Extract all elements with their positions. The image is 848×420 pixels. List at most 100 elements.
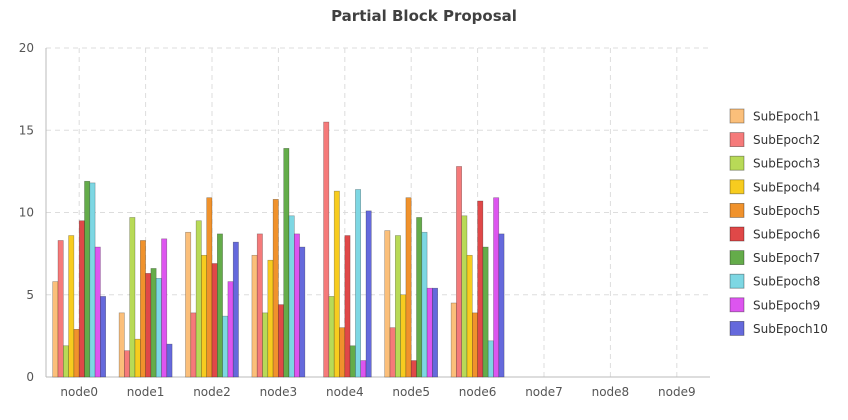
x-tick-label: node3 bbox=[260, 385, 298, 399]
legend-item: SubEpoch1 bbox=[729, 108, 820, 124]
bar bbox=[272, 199, 279, 378]
bar bbox=[384, 230, 391, 378]
y-tick-label: 5 bbox=[26, 288, 34, 302]
bar bbox=[344, 235, 351, 378]
bar bbox=[466, 254, 473, 378]
bar bbox=[333, 190, 340, 378]
bar bbox=[288, 215, 295, 378]
y-tick-label: 0 bbox=[26, 370, 34, 384]
bar bbox=[68, 235, 75, 378]
bar bbox=[405, 197, 412, 378]
bar bbox=[100, 296, 107, 378]
y-tick-label: 15 bbox=[19, 123, 34, 137]
bar bbox=[328, 296, 335, 378]
axis-layer: 0 5 10 15 20 node0 node1 node2 node3 node4 node5 no… bbox=[19, 41, 710, 399]
bar bbox=[262, 312, 269, 378]
bar bbox=[410, 360, 417, 378]
bar bbox=[426, 287, 433, 378]
bar bbox=[206, 197, 213, 378]
bar bbox=[222, 315, 229, 378]
chart-title: Partial Block Proposal bbox=[331, 7, 517, 25]
bar bbox=[84, 180, 91, 378]
bar bbox=[394, 235, 401, 378]
x-tick-label: node4 bbox=[326, 385, 364, 399]
bar bbox=[185, 231, 192, 378]
bar bbox=[155, 277, 162, 378]
legend-label: SubEpoch5 bbox=[753, 204, 820, 218]
bar bbox=[118, 312, 125, 378]
bar bbox=[421, 231, 428, 378]
legend-item: SubEpoch3 bbox=[729, 155, 820, 171]
bar bbox=[256, 233, 263, 378]
bar bbox=[124, 350, 131, 378]
bar bbox=[251, 254, 258, 378]
legend-swatch bbox=[729, 297, 745, 313]
bar bbox=[482, 246, 489, 378]
legend-item: SubEpoch6 bbox=[729, 226, 820, 242]
x-tick-label: node1 bbox=[127, 385, 165, 399]
legend-item: SubEpoch8 bbox=[729, 273, 820, 289]
bar bbox=[471, 312, 478, 378]
bar bbox=[498, 233, 505, 378]
legend-swatch bbox=[729, 179, 745, 195]
legend-swatch bbox=[729, 108, 745, 124]
bar bbox=[195, 220, 202, 378]
bar bbox=[190, 312, 197, 378]
bar bbox=[355, 189, 361, 378]
y-tick-label: 20 bbox=[19, 41, 34, 55]
legend-label: SubEpoch8 bbox=[753, 275, 820, 289]
x-tick-label: node9 bbox=[658, 385, 696, 399]
legend-item: SubEpoch9 bbox=[729, 297, 820, 313]
bar bbox=[211, 263, 218, 378]
bar bbox=[416, 217, 423, 378]
bar bbox=[227, 281, 234, 378]
legend-label: SubEpoch4 bbox=[753, 180, 820, 194]
bar bbox=[450, 302, 457, 378]
legend-label: SubEpoch3 bbox=[753, 157, 820, 171]
legend-label: SubEpoch2 bbox=[753, 133, 820, 147]
bar bbox=[278, 304, 284, 378]
legend-item: SubEpoch4 bbox=[729, 179, 820, 195]
x-tick-label: node7 bbox=[525, 385, 563, 399]
y-tick-label: 10 bbox=[19, 206, 34, 220]
bar bbox=[232, 241, 239, 378]
bar bbox=[400, 294, 407, 378]
bar bbox=[161, 238, 168, 378]
legend-label: SubEpoch10 bbox=[753, 322, 828, 336]
legend-label: SubEpoch1 bbox=[753, 110, 820, 124]
bar bbox=[477, 200, 484, 378]
x-tick-label: node5 bbox=[392, 385, 430, 399]
bar bbox=[432, 287, 438, 378]
bar bbox=[57, 240, 64, 378]
bar bbox=[140, 240, 146, 378]
bar bbox=[299, 246, 306, 378]
bar bbox=[339, 327, 346, 378]
bar bbox=[52, 281, 59, 378]
bar-layer bbox=[52, 121, 505, 378]
bar bbox=[134, 338, 141, 378]
x-tick-label: node8 bbox=[592, 385, 630, 399]
legend-label: SubEpoch7 bbox=[753, 251, 820, 265]
bar bbox=[166, 343, 173, 378]
legend-swatch bbox=[729, 132, 745, 148]
bar bbox=[89, 182, 96, 378]
legend-swatch bbox=[729, 155, 745, 171]
legend-swatch bbox=[729, 226, 745, 242]
bar bbox=[493, 197, 500, 378]
bar bbox=[349, 345, 356, 378]
bar bbox=[365, 210, 372, 378]
bar bbox=[360, 360, 367, 378]
bar bbox=[201, 254, 207, 378]
bar bbox=[461, 215, 468, 378]
bar bbox=[456, 166, 462, 378]
legend-item: SubEpoch5 bbox=[729, 202, 820, 218]
legend-swatch bbox=[729, 202, 745, 218]
legend-label: SubEpoch9 bbox=[753, 298, 820, 312]
legend-swatch bbox=[729, 250, 745, 266]
legend-item: SubEpoch2 bbox=[729, 132, 820, 148]
bar bbox=[78, 220, 85, 378]
x-tick-label: node2 bbox=[193, 385, 231, 399]
bar bbox=[145, 273, 152, 378]
